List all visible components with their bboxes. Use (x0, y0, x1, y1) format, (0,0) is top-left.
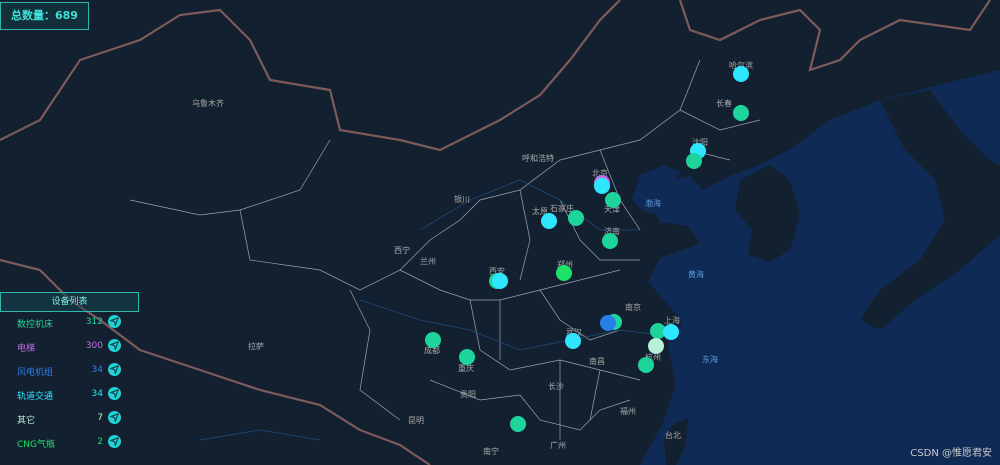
device-name: 数控机床 (17, 320, 54, 330)
device-count: 300 (85, 341, 103, 351)
city-label: 银川 (454, 194, 470, 204)
sea-area (640, 70, 1000, 465)
device-list-item[interactable]: 风电机组 34 (0, 360, 140, 384)
city-label: 南昌 (589, 356, 605, 366)
city-label: 重庆 (458, 363, 474, 373)
locate-button[interactable] (108, 435, 121, 448)
province-borders (129, 59, 761, 440)
city-label: 杭州 (645, 352, 661, 362)
marker-轨道交通[interactable] (492, 273, 508, 289)
device-list-item[interactable]: 其它 7 (0, 408, 140, 432)
city-label: 西安 (489, 266, 505, 276)
device-name: 电梯 (17, 344, 36, 354)
marker-数控机床[interactable] (568, 210, 584, 226)
city-label: 哈尔滨 (729, 60, 753, 70)
device-list-title: 设备列表 (0, 292, 139, 312)
locate-button[interactable] (108, 363, 121, 376)
marker-数控机床[interactable] (733, 105, 749, 121)
city-label: 呼和浩特 (522, 153, 554, 163)
city-label: 石家庄 (550, 203, 574, 213)
locate-button[interactable] (108, 387, 121, 400)
city-label: 西宁 (394, 245, 410, 255)
korea-peninsula (735, 165, 800, 262)
rivers (199, 179, 661, 441)
device-name: 轨道交通 (17, 392, 54, 402)
taiwan (664, 418, 688, 465)
city-label: 济南 (604, 226, 620, 236)
city-label: 郑州 (557, 259, 573, 269)
sea-label: 黄海 (688, 269, 704, 279)
city-label: 贵阳 (460, 389, 476, 399)
city-label: 长春 (716, 98, 732, 108)
city-label: 太原 (532, 206, 548, 216)
device-count: 34 (91, 389, 103, 399)
device-list-item[interactable]: 数控机床 312 (0, 312, 140, 336)
marker-轨道交通[interactable] (594, 178, 610, 194)
marker-数控机床[interactable] (605, 192, 621, 208)
city-label: 南宁 (483, 446, 499, 456)
locate-button[interactable] (108, 339, 121, 352)
navigate-icon (110, 437, 119, 446)
japan (860, 90, 1000, 330)
city-label: 乌鲁木齐 (192, 98, 224, 108)
city-label: 长沙 (548, 381, 564, 391)
navigate-icon (110, 317, 119, 326)
marker-数控机床[interactable] (602, 233, 618, 249)
city-label: 广州 (550, 440, 566, 450)
marker-轨道交通[interactable] (541, 213, 557, 229)
total-count-badge: 总数量：689 (0, 2, 89, 30)
marker-轨道交通[interactable] (565, 333, 581, 349)
total-label: 总数量： (11, 9, 55, 22)
credit-watermark: CSDN @惟愿君安 (910, 448, 992, 459)
marker-数控机床[interactable] (510, 416, 526, 432)
navigate-icon (110, 389, 119, 398)
sea-label: 渤海 (645, 198, 661, 208)
city-label: 天津 (604, 204, 620, 214)
city-label: 台北 (665, 430, 681, 440)
total-value: 689 (55, 9, 78, 22)
marker-CNG气瓶[interactable] (556, 265, 572, 281)
city-label: 上海 (664, 315, 680, 325)
marker-数控机床[interactable] (459, 349, 475, 365)
city-label: 南京 (625, 302, 641, 312)
device-count: 34 (91, 365, 103, 375)
device-list-item[interactable]: 电梯 300 (0, 336, 140, 360)
device-name: 其它 (17, 416, 36, 426)
marker-数控机床[interactable] (638, 357, 654, 373)
device-list-item[interactable]: 轨道交通 34 (0, 384, 140, 408)
city-label: 北京 (592, 168, 608, 178)
city-label: 沈阳 (692, 137, 708, 147)
marker-数控机床[interactable] (425, 332, 441, 348)
navigate-icon (110, 365, 119, 374)
device-count: 2 (97, 437, 103, 447)
city-label: 拉萨 (248, 341, 264, 351)
locate-button[interactable] (108, 411, 121, 424)
device-name: CNG气瓶 (17, 440, 55, 450)
device-count: 312 (85, 317, 103, 327)
city-label: 成都 (424, 345, 440, 355)
city-label: 福州 (620, 407, 636, 416)
marker-数控机床[interactable] (686, 153, 702, 169)
device-list-panel: 设备列表 数控机床 312 电梯 300 风电机组 34 轨道交通 34 其它 … (0, 292, 140, 456)
device-name: 风电机组 (17, 368, 54, 378)
marker-轨道交通[interactable] (663, 324, 679, 340)
bohai-sea (632, 165, 690, 215)
city-label: 兰州 (420, 256, 436, 266)
marker-轨道交通[interactable] (733, 66, 749, 82)
device-list-item[interactable]: CNG气瓶 2 (0, 432, 140, 456)
marker-风电机组[interactable] (600, 315, 616, 331)
sea-label: 东海 (702, 354, 718, 364)
marker-其它[interactable] (648, 338, 664, 354)
navigate-icon (110, 341, 119, 350)
city-label: 武汉 (566, 327, 582, 337)
locate-button[interactable] (108, 315, 121, 328)
city-label: 昆明 (408, 416, 424, 425)
navigate-icon (110, 413, 119, 422)
device-count: 7 (97, 413, 103, 423)
marker-数控机床[interactable] (650, 323, 666, 339)
